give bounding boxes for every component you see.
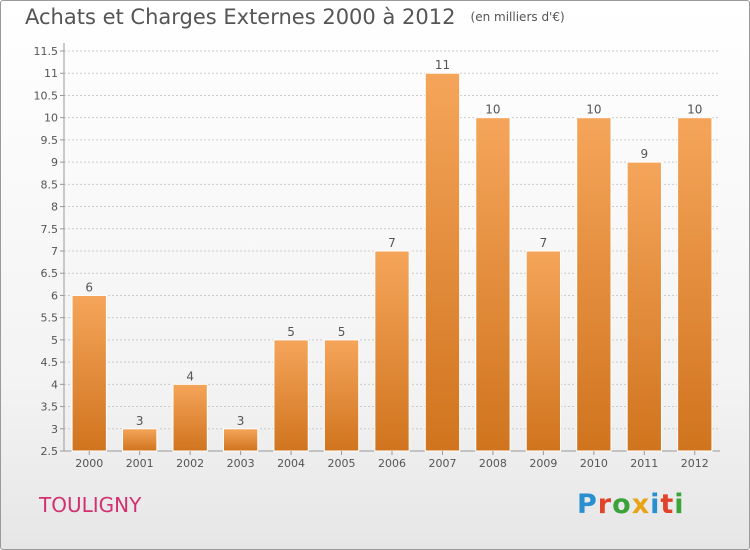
x-tick-label-2012: 2012 [681, 457, 709, 470]
data-label-2011: 9 [640, 147, 648, 161]
y-tick-label: 11.5 [34, 45, 59, 58]
data-label-2009: 7 [540, 236, 548, 250]
chart-title: Achats et Charges Externes 2000 à 2012 (… [25, 5, 565, 29]
bar-2006 [374, 250, 410, 452]
logo-letter: i [650, 489, 661, 520]
x-tick-label-2003: 2003 [227, 457, 255, 470]
y-tick-label: 6 [51, 289, 58, 302]
bar-2003 [222, 428, 259, 452]
data-label-2001: 3 [136, 414, 144, 428]
data-label-2008: 10 [485, 103, 500, 117]
proxiti-logo: Proxiti [577, 489, 685, 520]
x-tick-label-2011: 2011 [630, 457, 658, 470]
logo-letter: P [577, 489, 598, 520]
y-tick-label: 7 [51, 245, 58, 258]
y-tick-label: 9 [51, 156, 58, 169]
y-tick-label: 4.5 [41, 356, 59, 369]
data-label-2006: 7 [388, 236, 396, 250]
logo-letter: r [597, 489, 613, 520]
logo-letter: x [631, 489, 651, 520]
data-label-2002: 4 [186, 369, 194, 383]
bar-2004 [273, 339, 309, 452]
x-tick-label-2000: 2000 [75, 457, 103, 470]
data-label-2004: 5 [287, 325, 295, 339]
data-label-2007: 11 [435, 58, 450, 72]
bar-2010 [576, 117, 612, 452]
bar-2002 [172, 383, 208, 452]
x-tick-label-2010: 2010 [580, 457, 608, 470]
y-tick-label: 10.5 [34, 89, 59, 102]
bar-2001 [122, 428, 158, 452]
data-label-2003: 3 [237, 414, 245, 428]
x-tick-label-2005: 2005 [328, 457, 356, 470]
data-label-2012: 10 [687, 103, 702, 117]
y-tick-label: 6.5 [41, 267, 59, 280]
bar-2012 [677, 117, 713, 452]
bar-2005 [323, 339, 360, 452]
y-tick-label: 8 [51, 201, 58, 214]
logo-letter: i [674, 489, 685, 520]
bar-2007 [424, 72, 461, 452]
chart-title-main: Achats et Charges Externes 2000 à 2012 [25, 5, 456, 29]
y-tick-label: 5 [51, 334, 58, 347]
chart-subtitle: (en milliers d'€) [470, 10, 565, 24]
y-tick-label: 3 [51, 423, 58, 436]
bar-2009 [525, 250, 562, 452]
x-tick-label-2008: 2008 [479, 457, 507, 470]
y-tick-label: 7.5 [41, 223, 59, 236]
bar-2011 [626, 161, 662, 452]
y-tick-label: 8.5 [41, 178, 59, 191]
bar-2008 [475, 117, 511, 452]
y-tick-label: 10 [44, 112, 58, 125]
x-tick-label-2009: 2009 [529, 457, 557, 470]
x-tick-label-2001: 2001 [126, 457, 154, 470]
data-label-2005: 5 [338, 325, 346, 339]
y-tick-label: 5.5 [41, 312, 59, 325]
logo-letter: t [660, 489, 675, 520]
y-tick-label: 4 [51, 378, 58, 391]
y-tick-label: 3.5 [41, 401, 59, 414]
logo-letter: o [612, 489, 632, 520]
y-tick-label: 2.5 [41, 445, 59, 458]
commune-name: TOULIGNY [39, 493, 142, 517]
bar-2000 [71, 294, 107, 452]
x-tick-label-2004: 2004 [277, 457, 305, 470]
y-tick-label: 9.5 [41, 134, 59, 147]
x-tick-label-2006: 2006 [378, 457, 406, 470]
data-label-2010: 10 [586, 103, 601, 117]
x-tick-label-2007: 2007 [428, 457, 456, 470]
data-label-2000: 6 [85, 280, 93, 294]
y-tick-label: 11 [44, 67, 58, 80]
x-tick-label-2002: 2002 [176, 457, 204, 470]
